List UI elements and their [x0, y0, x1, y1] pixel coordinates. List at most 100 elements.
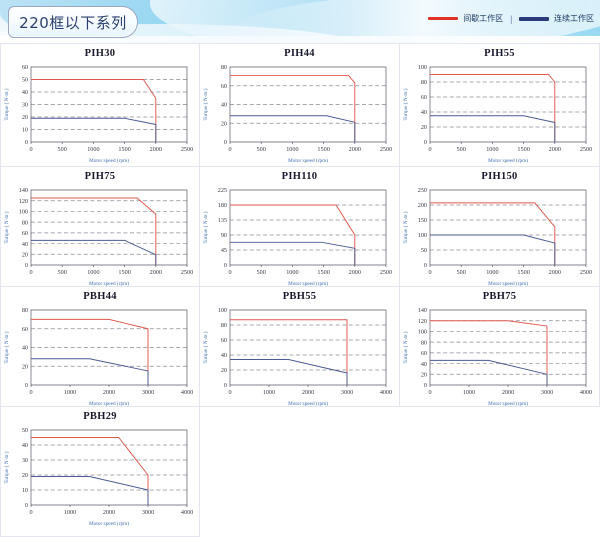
chart-cell-pbh55[interactable]: PBH55 0 1000 2000 3000 4000 0 20 40 60 80 100 Motor …	[200, 287, 400, 407]
svg-text:500: 500	[457, 146, 466, 153]
svg-text:2000: 2000	[349, 146, 361, 153]
svg-text:0: 0	[25, 139, 28, 146]
svg-text:2000: 2000	[502, 389, 514, 396]
svg-text:Motor speed (rpm): Motor speed (rpm)	[488, 280, 528, 287]
chart-legend: 间歇工作区 | 连续工作区	[428, 13, 594, 24]
svg-text:1500: 1500	[317, 146, 329, 153]
svg-text:45: 45	[221, 247, 227, 254]
svg-text:100: 100	[418, 64, 427, 71]
svg-text:40: 40	[421, 109, 427, 116]
svg-text:0: 0	[428, 269, 431, 276]
svg-text:0: 0	[228, 269, 231, 276]
chart-cell-pbh44[interactable]: PBH44 0 1000 2000 3000 4000 0 20 40 60 80 Motor spe…	[0, 287, 200, 407]
svg-text:60: 60	[22, 326, 28, 333]
svg-text:60: 60	[221, 83, 227, 90]
svg-text:2000: 2000	[103, 389, 115, 396]
svg-text:Motor speed (rpm): Motor speed (rpm)	[89, 520, 129, 527]
svg-text:Motor speed (rpm): Motor speed (rpm)	[89, 157, 129, 164]
svg-text:20: 20	[221, 367, 227, 374]
svg-text:0: 0	[25, 502, 28, 509]
svg-text:0: 0	[224, 262, 227, 269]
legend-label-continuous: 连续工作区	[554, 14, 594, 23]
legend-swatch-intermittent-icon	[428, 17, 459, 20]
chart-title: PBH55	[282, 291, 317, 302]
svg-text:500: 500	[58, 269, 67, 276]
svg-text:80: 80	[421, 79, 427, 86]
svg-text:2500: 2500	[380, 146, 392, 153]
svg-text:80: 80	[221, 322, 227, 329]
svg-text:150: 150	[418, 217, 427, 224]
svg-text:500: 500	[58, 146, 67, 153]
svg-text:1500: 1500	[118, 269, 130, 276]
svg-text:1000: 1000	[64, 389, 76, 396]
svg-text:20: 20	[421, 124, 427, 131]
svg-text:10: 10	[22, 487, 28, 494]
chart-plot-area: 0 500 1000 1500 2000 2500 0 20 40 60 80 100 Motor sp…	[400, 59, 600, 164]
svg-text:2000: 2000	[549, 146, 561, 153]
svg-text:1000: 1000	[286, 146, 298, 153]
svg-text:0: 0	[428, 389, 431, 396]
chart-cell-pih55[interactable]: PIH55 0 500 1000 1500 2000 2500 0 20 40 60 80 100 Mot…	[400, 43, 600, 167]
svg-text:0: 0	[424, 139, 427, 146]
chart-cell-pih75[interactable]: PIH75 0 500 1000 1500 2000 2500 0 20 40 60 80 100 120…	[0, 167, 200, 287]
svg-text:Torque ( N·m ): Torque ( N·m )	[402, 88, 409, 120]
page-title-badge: 220框以下系列	[8, 6, 138, 38]
page-header: 220框以下系列 间歇工作区 | 连续工作区	[0, 0, 600, 43]
svg-text:3000: 3000	[142, 509, 154, 516]
svg-text:2000: 2000	[150, 269, 162, 276]
svg-text:140: 140	[19, 187, 28, 194]
chart-title: PBH44	[83, 291, 117, 302]
svg-text:0: 0	[29, 269, 32, 276]
svg-text:2500: 2500	[580, 146, 592, 153]
svg-text:Motor speed (rpm): Motor speed (rpm)	[288, 280, 328, 287]
svg-text:40: 40	[22, 89, 28, 96]
chart-title: PBH29	[83, 411, 117, 422]
svg-text:4000: 4000	[181, 389, 193, 396]
svg-text:Torque ( N·m ): Torque ( N·m )	[202, 331, 209, 363]
svg-text:250: 250	[418, 187, 427, 194]
chart-title: PIH30	[84, 48, 116, 59]
svg-text:4000: 4000	[181, 509, 193, 516]
svg-text:2500: 2500	[580, 269, 592, 276]
svg-text:1000: 1000	[486, 269, 498, 276]
svg-text:0: 0	[29, 146, 32, 153]
svg-text:0: 0	[25, 382, 28, 389]
svg-text:1000: 1000	[263, 389, 275, 396]
chart-cell-pih44[interactable]: PIH44 0 500 1000 1500 2000 2500 0 20 40 60 80 Motor …	[200, 43, 400, 167]
svg-text:Torque ( N·m ): Torque ( N·m )	[3, 88, 10, 120]
chart-cell-pih30[interactable]: PIH30 0 500 1000 1500 2000 2500 0 10 20 30 40 50 60 Mo…	[0, 43, 200, 167]
chart-title: PBH75	[482, 291, 517, 302]
chart-plot-area: 0 1000 2000 3000 4000 0 20 40 60 80 100 Motor speed…	[200, 302, 400, 407]
chart-cell-empty	[400, 407, 600, 537]
svg-text:200: 200	[418, 202, 427, 209]
svg-text:3000: 3000	[341, 389, 353, 396]
svg-text:2000: 2000	[302, 389, 314, 396]
svg-text:50: 50	[22, 427, 28, 434]
chart-cell-pbh29[interactable]: PBH29 0 1000 2000 3000 4000 0 10 20 30 40 50 Motor s…	[0, 407, 200, 537]
svg-text:1000: 1000	[87, 146, 99, 153]
page-title: 220框以下系列	[19, 13, 127, 32]
svg-text:40: 40	[421, 361, 427, 368]
svg-text:100: 100	[19, 209, 28, 216]
svg-text:3000: 3000	[142, 389, 154, 396]
chart-plot-area: 0 500 1000 1500 2000 2500 0 20 40 60 80 100 120 140 Mo…	[1, 182, 201, 287]
svg-text:500: 500	[257, 269, 266, 276]
svg-text:180: 180	[218, 202, 227, 209]
svg-text:20: 20	[221, 120, 227, 127]
chart-grid: PIH30 0 500 1000 1500 2000 2500 0 10 20 30 40 50 60 Mo…	[0, 43, 600, 537]
chart-cell-pih150[interactable]: PIH150 0 500 1000 1500 2000 2500 0 50 100 150 200 25…	[400, 167, 600, 287]
svg-text:Motor speed (rpm): Motor speed (rpm)	[488, 157, 528, 164]
chart-cell-pbh75[interactable]: PBH75 0 1000 2000 3000 4000 0 20 40 60 80 100 120 140…	[400, 287, 600, 407]
svg-text:2000: 2000	[150, 146, 162, 153]
svg-text:1500: 1500	[317, 269, 329, 276]
chart-plot-area: 0 500 1000 1500 2000 2500 0 10 20 30 40 50 60 Motor s…	[1, 59, 201, 164]
chart-cell-pih110[interactable]: PIH110 0 500 1000 1500 2000 2500 0 45 90 135 180 225…	[200, 167, 400, 287]
svg-text:20: 20	[421, 371, 427, 378]
svg-text:4000: 4000	[580, 389, 592, 396]
svg-text:1000: 1000	[286, 269, 298, 276]
svg-text:2500: 2500	[380, 269, 392, 276]
chart-plot-area: 0 1000 2000 3000 4000 0 10 20 30 40 50 Motor speed …	[1, 422, 201, 527]
svg-text:20: 20	[22, 363, 28, 370]
svg-text:100: 100	[418, 329, 427, 336]
svg-text:0: 0	[228, 146, 231, 153]
